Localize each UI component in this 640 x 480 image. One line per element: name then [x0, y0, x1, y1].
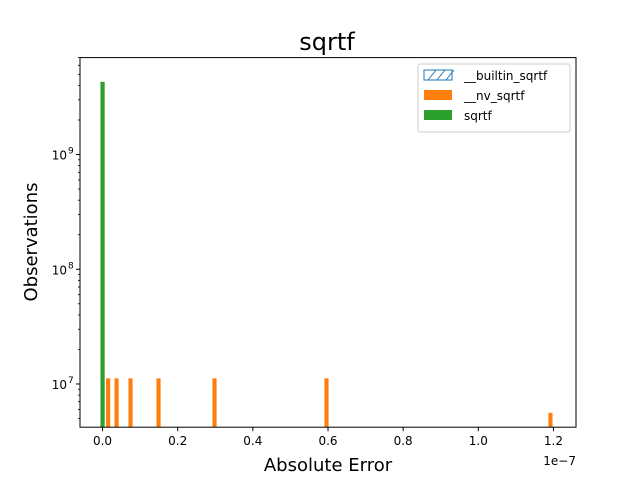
- bars-group: [100, 81, 553, 428]
- y-axis-label: Observations: [21, 183, 42, 302]
- legend-hatch: [445, 69, 455, 81]
- y-tick-label: 10: [52, 378, 67, 392]
- y-tick-label: 10: [52, 149, 67, 163]
- chart-title: sqrtf: [299, 28, 355, 56]
- x-tick-label: 1.2: [544, 434, 563, 448]
- legend-entry-label: __builtin_sqrtf: [463, 69, 548, 83]
- bar-nvsqrtf-2: [114, 378, 119, 428]
- x-tick-label: 1.0: [469, 434, 488, 448]
- legend-swatch: [424, 110, 452, 120]
- y-tick-exponent: 9: [68, 147, 74, 157]
- x-tick-label: 0.8: [394, 434, 413, 448]
- bar-sqrtf-0: [100, 81, 105, 428]
- bar-nvsqrtf-1: [106, 378, 111, 428]
- x-tick-label: 0.0: [93, 434, 112, 448]
- bar-nvsqrtf-7: [548, 412, 553, 428]
- x-tick-label: 0.4: [243, 434, 262, 448]
- y-tick-label: 10: [52, 263, 67, 277]
- legend-hatch: [436, 69, 446, 81]
- x-tick-label: 0.2: [168, 434, 187, 448]
- y-tick-exponent: 7: [68, 376, 74, 386]
- bar-nvsqrtf-4: [156, 378, 161, 428]
- legend-swatch: [424, 90, 452, 100]
- legend-entry-label: __nv_sqrtf: [463, 89, 525, 103]
- legend-entry-label: sqrtf: [464, 109, 493, 123]
- legend-swatch: [423, 69, 453, 81]
- y-tick-exponent: 8: [68, 261, 74, 271]
- x-axis-label: Absolute Error: [264, 455, 393, 476]
- bar-nvsqrtf-5: [212, 378, 217, 428]
- x-axis: 0.0 0.2 0.4 0.6 0.8 1.0 1.2: [93, 427, 563, 448]
- legend-hatch: [427, 69, 437, 81]
- bar-nvsqrtf-6: [324, 378, 329, 428]
- legend-box: [417, 63, 571, 133]
- bar-nvsqrtf-3: [128, 378, 133, 428]
- x-offset-label: 1e−7: [543, 454, 576, 468]
- x-tick-label: 0.6: [318, 434, 337, 448]
